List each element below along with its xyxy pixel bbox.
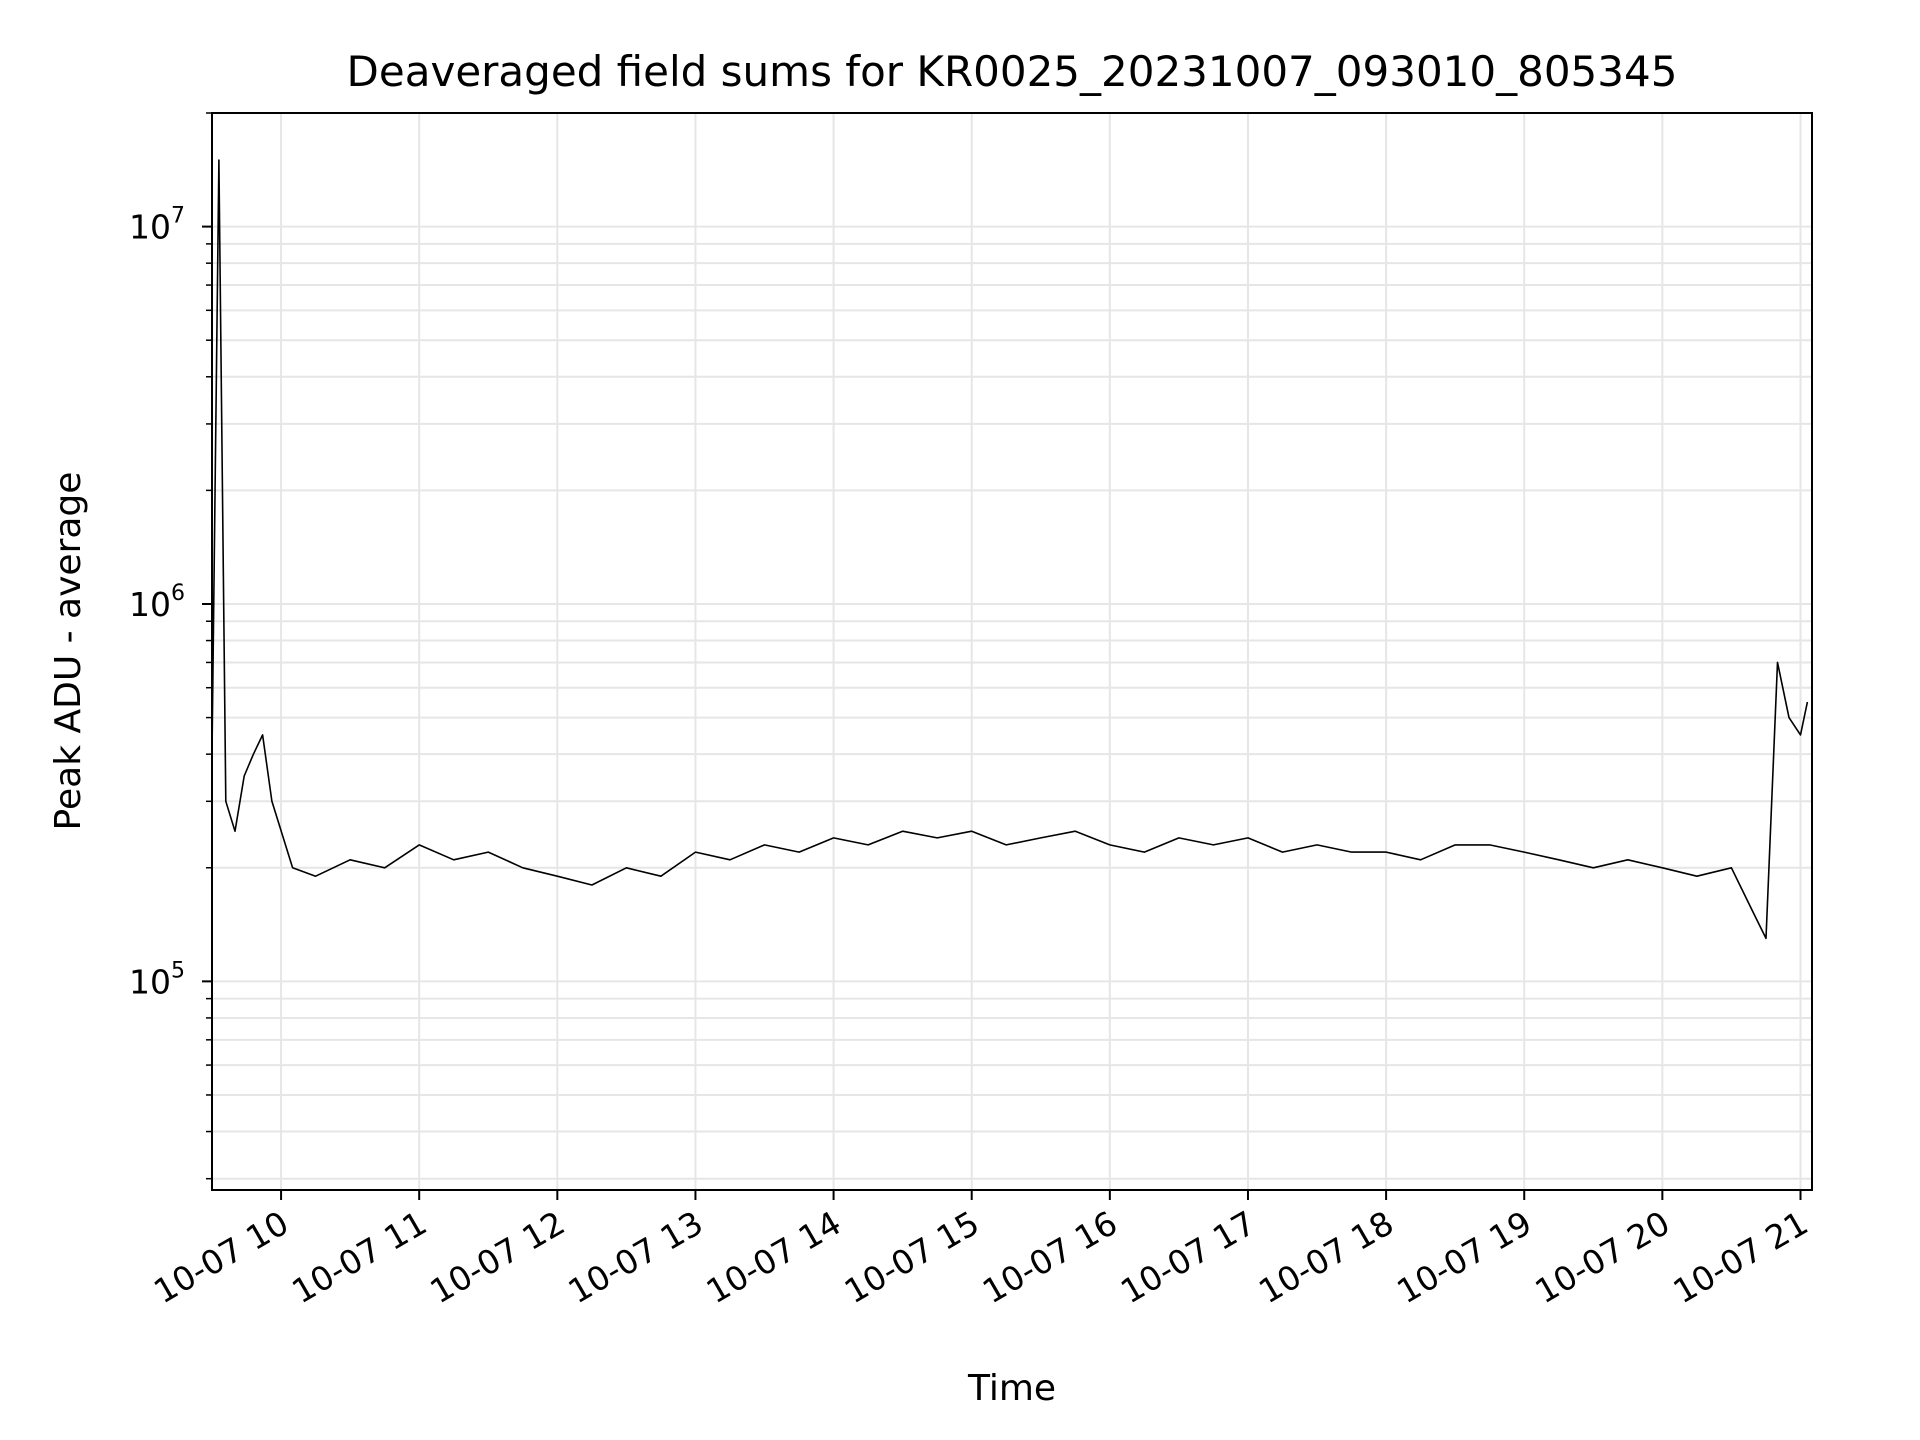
series-layer (211, 159, 1809, 940)
y-tick-label: 107 (129, 204, 185, 247)
y-tick-label: 105 (129, 958, 185, 1001)
x-axis-label: Time (967, 1368, 1056, 1409)
chart-title: Deaveraged field sums for KR0025_2023100… (347, 47, 1678, 96)
y-tick-label: 106 (129, 581, 185, 624)
y-axis: 105 106 107 (129, 112, 212, 1180)
plot-frame (211, 112, 1813, 1191)
series-line (211, 159, 1809, 940)
y-axis-label: Peak ADU - average (48, 472, 89, 831)
grid (212, 112, 1812, 1190)
